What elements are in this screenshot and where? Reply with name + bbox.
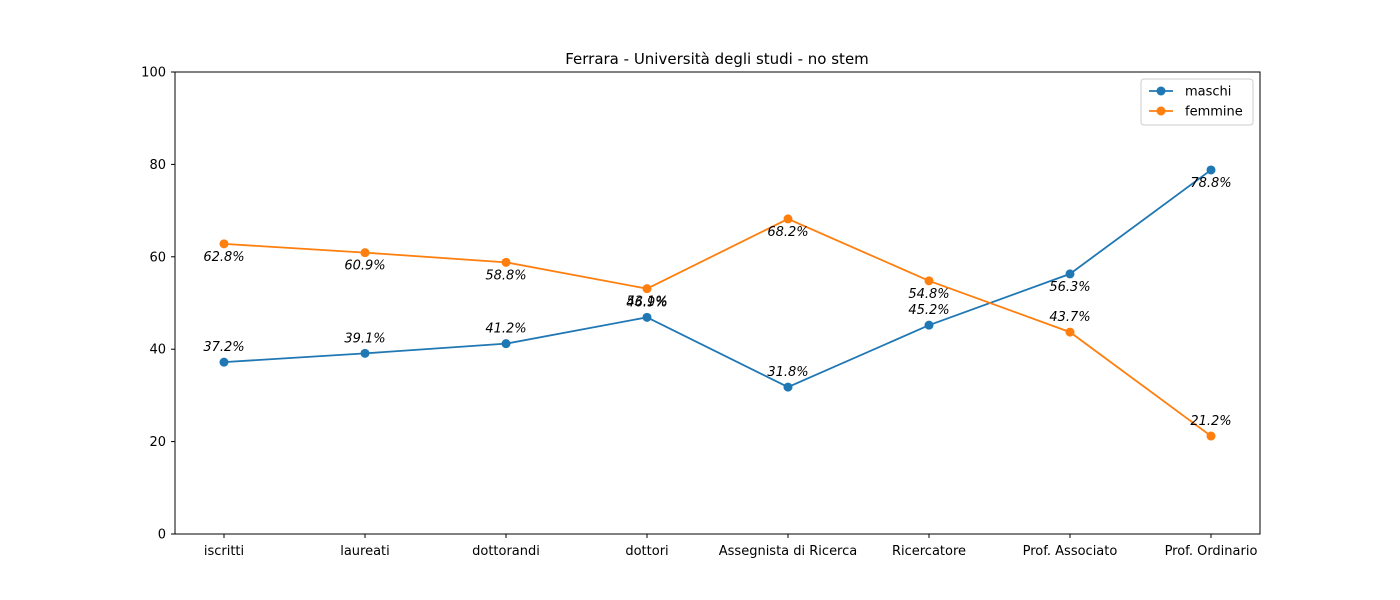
- x-tick-label: iscritti: [204, 544, 244, 559]
- data-label-maschi: 46.9%: [626, 295, 667, 310]
- data-label-maschi: 56.3%: [1049, 280, 1090, 295]
- y-tick-label: 0: [158, 528, 166, 543]
- data-label-maschi: 41.2%: [485, 322, 526, 337]
- y-axis: 0 20 40 60 80 100: [141, 66, 175, 543]
- x-tick-label: dottorandi: [472, 544, 540, 559]
- y-tick-label: 100: [141, 66, 166, 81]
- data-label-femmine: 53.1%: [626, 295, 667, 310]
- data-label-maschi: 31.8%: [767, 365, 808, 380]
- data-label-femmine: 58.8%: [485, 268, 526, 283]
- data-point-femmine: [783, 214, 793, 224]
- data-point-maschi: [642, 312, 652, 322]
- data-label-maschi: 45.2%: [908, 303, 949, 318]
- plot-frame: [174, 71, 1261, 535]
- data-label-maschi: 37.2%: [203, 340, 244, 355]
- data-label-femmine: 54.8%: [908, 287, 949, 302]
- data-point-femmine: [1065, 327, 1075, 337]
- data-label-femmine: 43.7%: [1049, 310, 1090, 325]
- data-point-maschi: [1065, 269, 1075, 279]
- data-label-femmine: 68.2%: [767, 225, 808, 240]
- legend: maschi femmine: [1140, 78, 1254, 126]
- series-layer: [219, 165, 1216, 441]
- data-point-femmine: [360, 248, 370, 258]
- data-point-maschi: [219, 357, 229, 367]
- legend-marker-maschi: [1156, 86, 1166, 96]
- data-point-maschi: [924, 320, 934, 330]
- x-tick-label: dottori: [625, 544, 668, 559]
- legend-marker-femmine: [1156, 106, 1166, 116]
- data-point-maschi: [360, 348, 370, 358]
- data-point-femmine: [501, 257, 511, 267]
- data-point-maschi: [783, 382, 793, 392]
- x-tick-label: laureati: [340, 544, 390, 559]
- x-axis: iscritti laureati dottorandi dottori Assegni…: [204, 534, 1258, 559]
- legend-label-femmine: femmine: [1185, 105, 1243, 120]
- y-tick-label: 40: [149, 343, 166, 358]
- y-tick-label: 20: [149, 435, 166, 450]
- x-tick-label: Prof. Ordinario: [1165, 544, 1258, 559]
- y-tick-label: 80: [149, 158, 166, 173]
- data-point-femmine: [924, 276, 934, 286]
- x-tick-label: Assegnista di Ricerca: [719, 544, 857, 559]
- y-tick-label: 60: [149, 250, 166, 265]
- data-label-femmine: 21.2%: [1190, 414, 1231, 429]
- data-point-maschi: [1206, 165, 1216, 175]
- series-line-femmine: [223, 217, 1212, 437]
- chart-title: Ferrara - Università degli studi - no st…: [565, 50, 869, 68]
- data-label-maschi: 39.1%: [344, 331, 385, 346]
- data-labels: 37.2% 39.1% 41.2% 46.9% 31.8% 45.2% 56.3% 78.8%…: [203, 176, 1231, 429]
- data-label-femmine: 62.8%: [203, 250, 244, 265]
- data-point-femmine: [642, 284, 652, 294]
- x-tick-label: Prof. Associato: [1023, 544, 1118, 559]
- data-point-maschi: [501, 339, 511, 349]
- data-point-femmine: [1206, 431, 1216, 441]
- legend-label-maschi: maschi: [1185, 85, 1231, 100]
- data-label-femmine: 60.9%: [344, 259, 385, 274]
- series-line-maschi: [223, 169, 1212, 389]
- data-label-maschi: 78.8%: [1190, 176, 1231, 191]
- data-point-femmine: [219, 239, 229, 249]
- x-tick-label: Ricercatore: [892, 544, 966, 559]
